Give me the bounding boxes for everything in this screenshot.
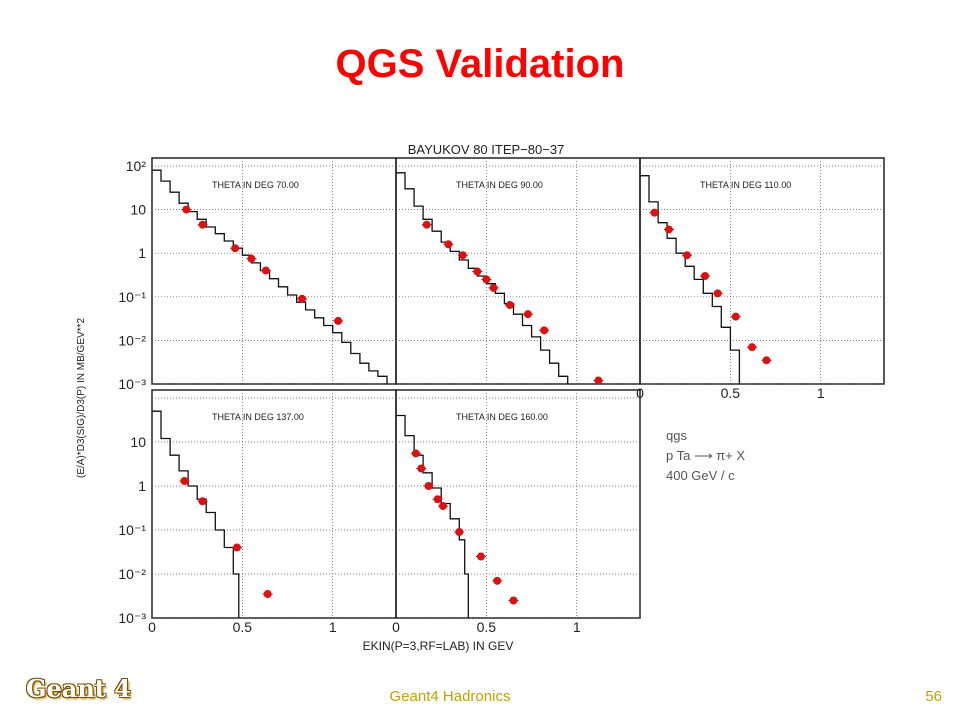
legend: qgs p Ta ⟶ π+ X 400 GeV / c: [666, 428, 745, 483]
data-point-5-2: [417, 464, 426, 473]
data-point-3-2: [664, 225, 673, 234]
data-point-5-6: [455, 528, 464, 537]
x-axis-label: EKIN(P=3,RF=LAB) IN GEV: [363, 639, 514, 653]
footer-title: Geant4 Hadronics: [389, 688, 511, 705]
data-point-5-8: [493, 576, 502, 585]
y-tick-label-1-5: 10⁻³: [118, 376, 146, 392]
data-point-2-2: [444, 240, 453, 249]
data-point-2-9: [540, 326, 549, 335]
y-tick-label-1-0: 10²: [126, 158, 147, 174]
model-curve-4: [152, 410, 240, 618]
x-tick-label-4-1: 0.5: [233, 619, 253, 635]
data-point-2-1: [422, 220, 431, 229]
validation-plot-svg: THETA IN DEG 70.00 THETA IN DEG 90.00 THET…: [76, 142, 885, 653]
data-point-5-5: [438, 502, 447, 511]
x-tick-label-3-2: 1: [817, 385, 825, 401]
validation-plot: THETA IN DEG 70.00 THETA IN DEG 90.00 THET…: [66, 128, 896, 668]
data-point-1-1: [182, 205, 191, 214]
panel-frame-4: [151, 389, 397, 619]
y-tick-label-1-4: 10⁻²: [118, 332, 146, 348]
legend-entry-beam: 400 GeV / c: [666, 468, 735, 483]
data-point-2-8: [523, 310, 532, 319]
data-point-5-4: [433, 495, 442, 504]
panel-label-3: THETA IN DEG 110.00: [700, 180, 791, 190]
data-point-5-1: [411, 449, 420, 458]
model-curve-3: [640, 175, 741, 384]
y-tick-label-4-3: 10⁻¹: [118, 522, 146, 538]
x-tick-label-3-1: 0.5: [721, 385, 741, 401]
y-axis-label: (E/A)*D3(SIG)/D3(P) IN MB/GEV**2: [76, 318, 87, 478]
slide-title: QGS Validation: [335, 42, 625, 86]
data-point-1-2: [198, 220, 207, 229]
data-point-1-5: [261, 266, 270, 275]
data-point-1-4: [247, 254, 256, 263]
y-tick-label-4-2: 1: [138, 478, 146, 494]
y-tick-label-4-4: 10⁻²: [118, 566, 146, 582]
data-point-1-3: [231, 244, 240, 253]
panel-label-5: THETA IN DEG 160.00: [456, 412, 548, 422]
data-point-2-6: [489, 283, 498, 292]
chart-title: BAYUKOV 80 ITEP−80−37: [408, 142, 565, 157]
data-point-5-3: [424, 482, 433, 490]
x-tick-label-5-0: 0: [392, 619, 400, 635]
panel-label-1: THETA IN DEG 70.00: [212, 180, 299, 190]
data-point-3-8: [762, 356, 771, 365]
data-point-3-3: [682, 251, 691, 260]
data-point-5-7: [476, 552, 485, 561]
y-tick-label-4-5: 10⁻³: [118, 610, 146, 626]
data-point-5-9: [509, 596, 518, 605]
x-tick-label-4-2: 1: [329, 619, 337, 635]
model-curve-5: [396, 414, 469, 618]
panel-frame-2: [395, 157, 641, 385]
x-tick-label-3-0: 0: [636, 385, 644, 401]
y-tick-label-1-1: 10: [130, 202, 146, 218]
data-point-3-4: [701, 271, 710, 280]
data-point-3-1: [650, 208, 659, 217]
data-point-2-4: [473, 267, 482, 276]
x-tick-label-5-1: 0.5: [477, 619, 497, 635]
data-point-4-1: [180, 476, 189, 485]
data-point-4-2: [198, 497, 207, 506]
model-curve-2: [396, 172, 569, 384]
data-point-3-6: [731, 312, 740, 321]
y-tick-label-4-1: 10: [130, 434, 146, 450]
legend-entry-model: qgs: [666, 428, 687, 443]
data-point-2-5: [482, 275, 491, 284]
panel-frame-1: [151, 157, 397, 385]
model-curve-1: [152, 169, 388, 384]
data-point-1-6: [298, 294, 307, 303]
data-point-3-7: [748, 343, 757, 352]
panel-label-4: THETA IN DEG 137.00: [212, 412, 304, 422]
data-point-4-4: [263, 590, 272, 599]
data-point-4-3: [232, 543, 241, 552]
panel-label-2: THETA IN DEG 90.00: [456, 180, 543, 190]
data-point-1-7: [334, 316, 343, 325]
panel-frame-3: [639, 157, 885, 385]
data-point-2-7: [505, 300, 514, 309]
data-point-2-10: [594, 376, 603, 385]
panel-frame-5: [395, 389, 641, 619]
legend-entry-reaction: p Ta ⟶ π+ X: [666, 448, 745, 463]
data-point-2-3: [458, 251, 467, 260]
x-tick-label-5-2: 1: [573, 619, 581, 635]
y-tick-label-1-2: 1: [138, 245, 146, 261]
page-number: 56: [925, 688, 942, 705]
x-tick-label-4-0: 0: [148, 619, 156, 635]
data-point-3-5: [713, 289, 722, 298]
y-tick-label-1-3: 10⁻¹: [118, 289, 146, 305]
geant4-logo: Geant 4: [26, 674, 131, 703]
